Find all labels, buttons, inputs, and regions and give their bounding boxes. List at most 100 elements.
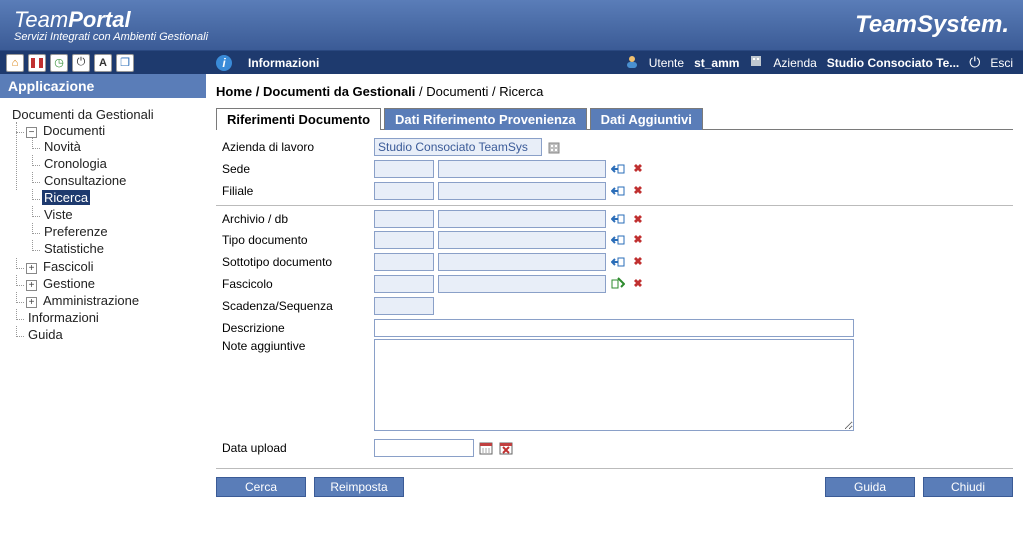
calendar-icon[interactable] bbox=[478, 440, 494, 456]
toolbar-left-icons: ⌂ ◷ ⏻ A ❐ bbox=[0, 51, 206, 74]
content-area: Home / Documenti da Gestionali / Documen… bbox=[206, 74, 1023, 507]
power-icon[interactable]: ⏻ bbox=[72, 54, 90, 72]
label-tipodoc: Tipo documento bbox=[216, 233, 374, 247]
input-azienda[interactable] bbox=[374, 138, 542, 156]
header-banner: TeamPortal Servizi Integrati con Ambient… bbox=[0, 0, 1023, 50]
info-label: Informazioni bbox=[248, 56, 319, 70]
tree-informazioni[interactable]: Informazioni bbox=[26, 310, 101, 325]
input-sottotipo-code[interactable] bbox=[374, 253, 434, 271]
biz-value: Studio Consociato Te... bbox=[827, 56, 959, 70]
brand-right: TeamSystem. bbox=[855, 11, 1009, 39]
lookup-sede-icon[interactable] bbox=[610, 161, 626, 177]
label-fascicolo: Fascicolo bbox=[216, 277, 374, 291]
lookup-tipodoc-icon[interactable] bbox=[610, 232, 626, 248]
label-note: Note aggiuntive bbox=[216, 339, 374, 353]
input-sottotipo-desc[interactable] bbox=[438, 253, 606, 271]
clear-tipodoc-icon[interactable]: ✖ bbox=[630, 232, 646, 248]
biz-label: Azienda bbox=[773, 56, 816, 70]
input-archivio-desc[interactable] bbox=[438, 210, 606, 228]
input-upload-date[interactable] bbox=[374, 439, 474, 457]
expander-amministrazione[interactable]: + bbox=[26, 297, 37, 308]
tree-root[interactable]: Documenti da Gestionali bbox=[10, 107, 156, 122]
tree-ricerca[interactable]: Ricerca bbox=[42, 190, 90, 205]
expander-gestione[interactable]: + bbox=[26, 280, 37, 291]
textarea-note[interactable] bbox=[374, 339, 854, 431]
label-upload: Data upload bbox=[216, 441, 374, 455]
tab-aggiuntivi[interactable]: Dati Aggiuntivi bbox=[590, 108, 703, 130]
tree-amministrazione[interactable]: Amministrazione bbox=[41, 293, 141, 308]
tabs: Riferimenti Documento Dati Riferimento P… bbox=[216, 107, 1013, 130]
bc-home[interactable]: Home bbox=[216, 84, 252, 99]
breadcrumb: Home / Documenti da Gestionali / Documen… bbox=[216, 80, 1013, 107]
input-descrizione[interactable] bbox=[374, 319, 854, 337]
bc-dg[interactable]: Documenti da Gestionali bbox=[263, 84, 415, 99]
help-button[interactable]: Guida bbox=[825, 477, 915, 497]
tree-cronologia[interactable]: Cronologia bbox=[42, 156, 109, 171]
building-icon[interactable] bbox=[546, 139, 562, 155]
clear-sottotipo-icon[interactable]: ✖ bbox=[630, 254, 646, 270]
tree-guida[interactable]: Guida bbox=[26, 327, 65, 342]
brand-left: TeamPortal Servizi Integrati con Ambient… bbox=[14, 7, 208, 43]
button-row: Cerca Reimposta Guida Chiudi bbox=[216, 468, 1013, 497]
input-fascicolo-code[interactable] bbox=[374, 275, 434, 293]
lookup-sottotipo-icon[interactable] bbox=[610, 254, 626, 270]
brand-title: TeamPortal bbox=[14, 7, 208, 33]
label-archivio: Archivio / db bbox=[216, 212, 374, 226]
tree-preferenze[interactable]: Preferenze bbox=[42, 224, 110, 239]
brand-title-b: Portal bbox=[68, 7, 130, 32]
bc-ricerca: Ricerca bbox=[499, 84, 543, 99]
clear-archivio-icon[interactable]: ✖ bbox=[630, 211, 646, 227]
clear-sede-icon[interactable]: ✖ bbox=[630, 161, 646, 177]
label-sottotipo: Sottotipo documento bbox=[216, 255, 374, 269]
input-tipodoc-desc[interactable] bbox=[438, 231, 606, 249]
brand-subtitle: Servizi Integrati con Ambienti Gestional… bbox=[14, 31, 208, 43]
input-archivio-code[interactable] bbox=[374, 210, 434, 228]
close-button[interactable]: Chiudi bbox=[923, 477, 1013, 497]
tree-consultazione[interactable]: Consultazione bbox=[42, 173, 128, 188]
flag-icon[interactable] bbox=[28, 54, 46, 72]
input-filiale-code[interactable] bbox=[374, 182, 434, 200]
tree-novita[interactable]: Novità bbox=[42, 139, 83, 154]
input-filiale-desc[interactable] bbox=[438, 182, 606, 200]
home-icon[interactable]: ⌂ bbox=[6, 54, 24, 72]
tree-statistiche[interactable]: Statistiche bbox=[42, 241, 106, 256]
bc-doc[interactable]: Documenti bbox=[426, 84, 488, 99]
lookup-archivio-icon[interactable] bbox=[610, 211, 626, 227]
refresh-icon[interactable]: ◷ bbox=[50, 54, 68, 72]
reset-button[interactable]: Reimposta bbox=[314, 477, 404, 497]
clear-date-icon[interactable] bbox=[498, 440, 514, 456]
input-sede-code[interactable] bbox=[374, 160, 434, 178]
lookup-filiale-icon[interactable] bbox=[610, 183, 626, 199]
toolbar-right: i Informazioni Utente st_amm Azienda Stu… bbox=[206, 51, 1023, 74]
font-icon[interactable]: A bbox=[94, 54, 112, 72]
input-tipodoc-code[interactable] bbox=[374, 231, 434, 249]
tree-viste[interactable]: Viste bbox=[42, 207, 75, 222]
label-sede: Sede bbox=[216, 162, 374, 176]
input-scadenza[interactable] bbox=[374, 297, 434, 315]
tab-provenienza[interactable]: Dati Riferimento Provenienza bbox=[384, 108, 587, 130]
biz-icon bbox=[749, 54, 763, 71]
main-area: Applicazione Documenti da Gestionali −Do… bbox=[0, 74, 1023, 507]
user-value: st_amm bbox=[694, 56, 739, 70]
tab-riferimenti[interactable]: Riferimenti Documento bbox=[216, 108, 381, 130]
clear-filiale-icon[interactable]: ✖ bbox=[630, 183, 646, 199]
exit-power-icon[interactable]: ⏻ bbox=[969, 54, 980, 71]
search-button[interactable]: Cerca bbox=[216, 477, 306, 497]
user-label: Utente bbox=[649, 56, 684, 70]
sidebar-title: Applicazione bbox=[0, 74, 206, 98]
label-scadenza: Scadenza/Sequenza bbox=[216, 299, 374, 313]
input-fascicolo-desc[interactable] bbox=[438, 275, 606, 293]
info-icon[interactable]: i bbox=[216, 55, 232, 71]
add-fascicolo-icon[interactable] bbox=[610, 276, 626, 292]
expander-fascicoli[interactable]: + bbox=[26, 263, 37, 274]
exit-link[interactable]: Esci bbox=[990, 56, 1013, 70]
toolbar: ⌂ ◷ ⏻ A ❐ i Informazioni Utente st_amm A… bbox=[0, 50, 1023, 74]
expander-documenti[interactable]: − bbox=[26, 127, 37, 138]
input-sede-desc[interactable] bbox=[438, 160, 606, 178]
user-icon bbox=[625, 54, 639, 71]
windows-icon[interactable]: ❐ bbox=[116, 54, 134, 72]
tree-documenti[interactable]: Documenti bbox=[41, 123, 107, 138]
tree-fascicoli[interactable]: Fascicoli bbox=[41, 259, 96, 274]
tree-gestione[interactable]: Gestione bbox=[41, 276, 97, 291]
clear-fascicolo-icon[interactable]: ✖ bbox=[630, 276, 646, 292]
